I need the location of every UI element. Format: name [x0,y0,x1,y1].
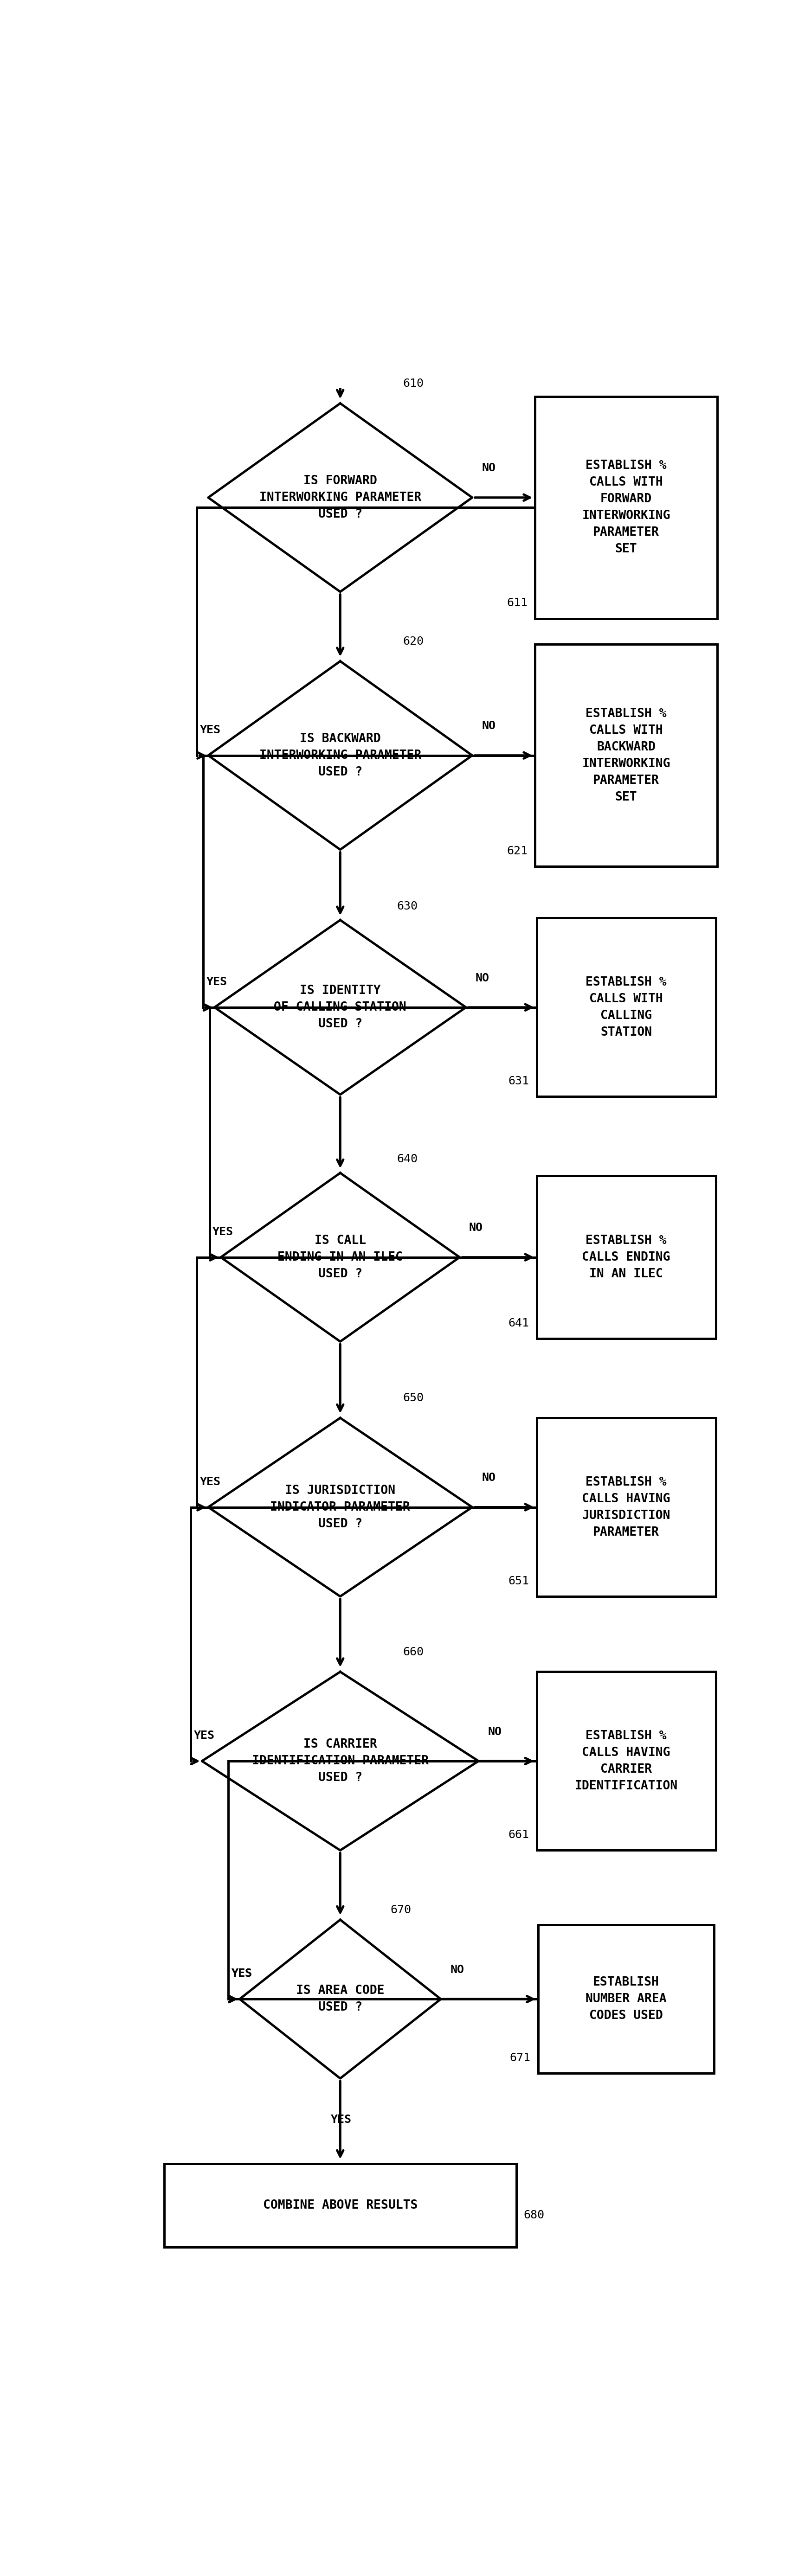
Text: YES: YES [212,1226,234,1236]
Bar [537,1175,716,1340]
Text: ESTABLISH %
CALLS WITH
BACKWARD
INTERWORKING
PARAMETER
SET: ESTABLISH % CALLS WITH BACKWARD INTERWOR… [582,708,671,804]
Text: 670: 670 [391,1904,411,1917]
Text: ESTABLISH %
CALLS WITH
CALLING
STATION: ESTABLISH % CALLS WITH CALLING STATION [586,976,667,1038]
Text: IS FORWARD
INTERWORKING PARAMETER
USED ?: IS FORWARD INTERWORKING PARAMETER USED ? [260,474,421,520]
Text: NO: NO [482,1473,496,1484]
Text: 621: 621 [507,845,527,858]
Text: IS JURISDICTION
INDICATOR PARAMETER
USED ?: IS JURISDICTION INDICATOR PARAMETER USED… [270,1484,410,1530]
Polygon shape [214,920,466,1095]
Text: 671: 671 [510,2053,530,2063]
Text: YES: YES [194,1731,215,1741]
Text: ESTABLISH %
CALLS HAVING
CARRIER
IDENTIFICATION: ESTABLISH % CALLS HAVING CARRIER IDENTIF… [575,1731,678,1793]
Bar [535,644,717,866]
Text: 641: 641 [508,1316,529,1329]
Polygon shape [208,662,472,850]
Text: 630: 630 [397,902,418,912]
Text: ESTABLISH %
CALLS HAVING
JURISDICTION
PARAMETER: ESTABLISH % CALLS HAVING JURISDICTION PA… [582,1476,671,1538]
Text: NO: NO [469,1221,483,1234]
Text: YES: YES [231,1968,252,1978]
Text: 661: 661 [508,1829,529,1839]
Text: IS CALL
ENDING IN AN ILEC
USED ?: IS CALL ENDING IN AN ILEC USED ? [277,1234,403,1280]
Text: ESTABLISH %
CALLS WITH
FORWARD
INTERWORKING
PARAMETER
SET: ESTABLISH % CALLS WITH FORWARD INTERWORK… [582,459,671,556]
Text: 660: 660 [403,1646,424,1656]
Bar [535,397,717,618]
Text: YES: YES [200,1476,221,1486]
Text: ESTABLISH %
CALLS ENDING
IN AN ILEC: ESTABLISH % CALLS ENDING IN AN ILEC [582,1234,671,1280]
Polygon shape [240,1919,441,2079]
Text: 680: 680 [524,2210,545,2221]
Text: IS AREA CODE
USED ?: IS AREA CODE USED ? [296,1984,384,2014]
Text: YES: YES [231,1968,252,1978]
Text: NO: NO [475,971,489,984]
Text: 650: 650 [403,1394,424,1404]
Bar [164,2164,517,2246]
Text: COMBINE ABOVE RESULTS: COMBINE ABOVE RESULTS [263,2200,418,2210]
Polygon shape [202,1672,478,1850]
Text: NO: NO [482,721,496,732]
Text: IS BACKWARD
INTERWORKING PARAMETER
USED ?: IS BACKWARD INTERWORKING PARAMETER USED … [260,732,421,778]
Text: 610: 610 [403,379,424,389]
Text: YES: YES [331,2115,352,2125]
Text: NO: NO [482,464,496,474]
Text: 640: 640 [397,1154,418,1164]
Text: NO: NO [450,1963,464,1976]
Polygon shape [208,404,472,592]
Text: NO: NO [488,1726,502,1736]
Text: 651: 651 [508,1577,529,1587]
Text: IS IDENTITY
OF CALLING STATION
USED ?: IS IDENTITY OF CALLING STATION USED ? [274,984,406,1030]
Bar [537,1672,716,1850]
Polygon shape [208,1417,472,1597]
Polygon shape [221,1172,460,1342]
Text: YES: YES [200,724,221,737]
Text: 631: 631 [508,1077,529,1087]
Text: IS CARRIER
IDENTIFICATION PARAMETER
USED ?: IS CARRIER IDENTIFICATION PARAMETER USED… [252,1739,428,1783]
Bar [537,1417,716,1597]
Bar [537,917,716,1097]
Text: 620: 620 [403,636,424,647]
Text: 611: 611 [507,598,527,608]
Bar [539,1924,714,2074]
Text: YES: YES [206,976,227,987]
Text: ESTABLISH
NUMBER AREA
CODES USED: ESTABLISH NUMBER AREA CODES USED [586,1976,667,2022]
